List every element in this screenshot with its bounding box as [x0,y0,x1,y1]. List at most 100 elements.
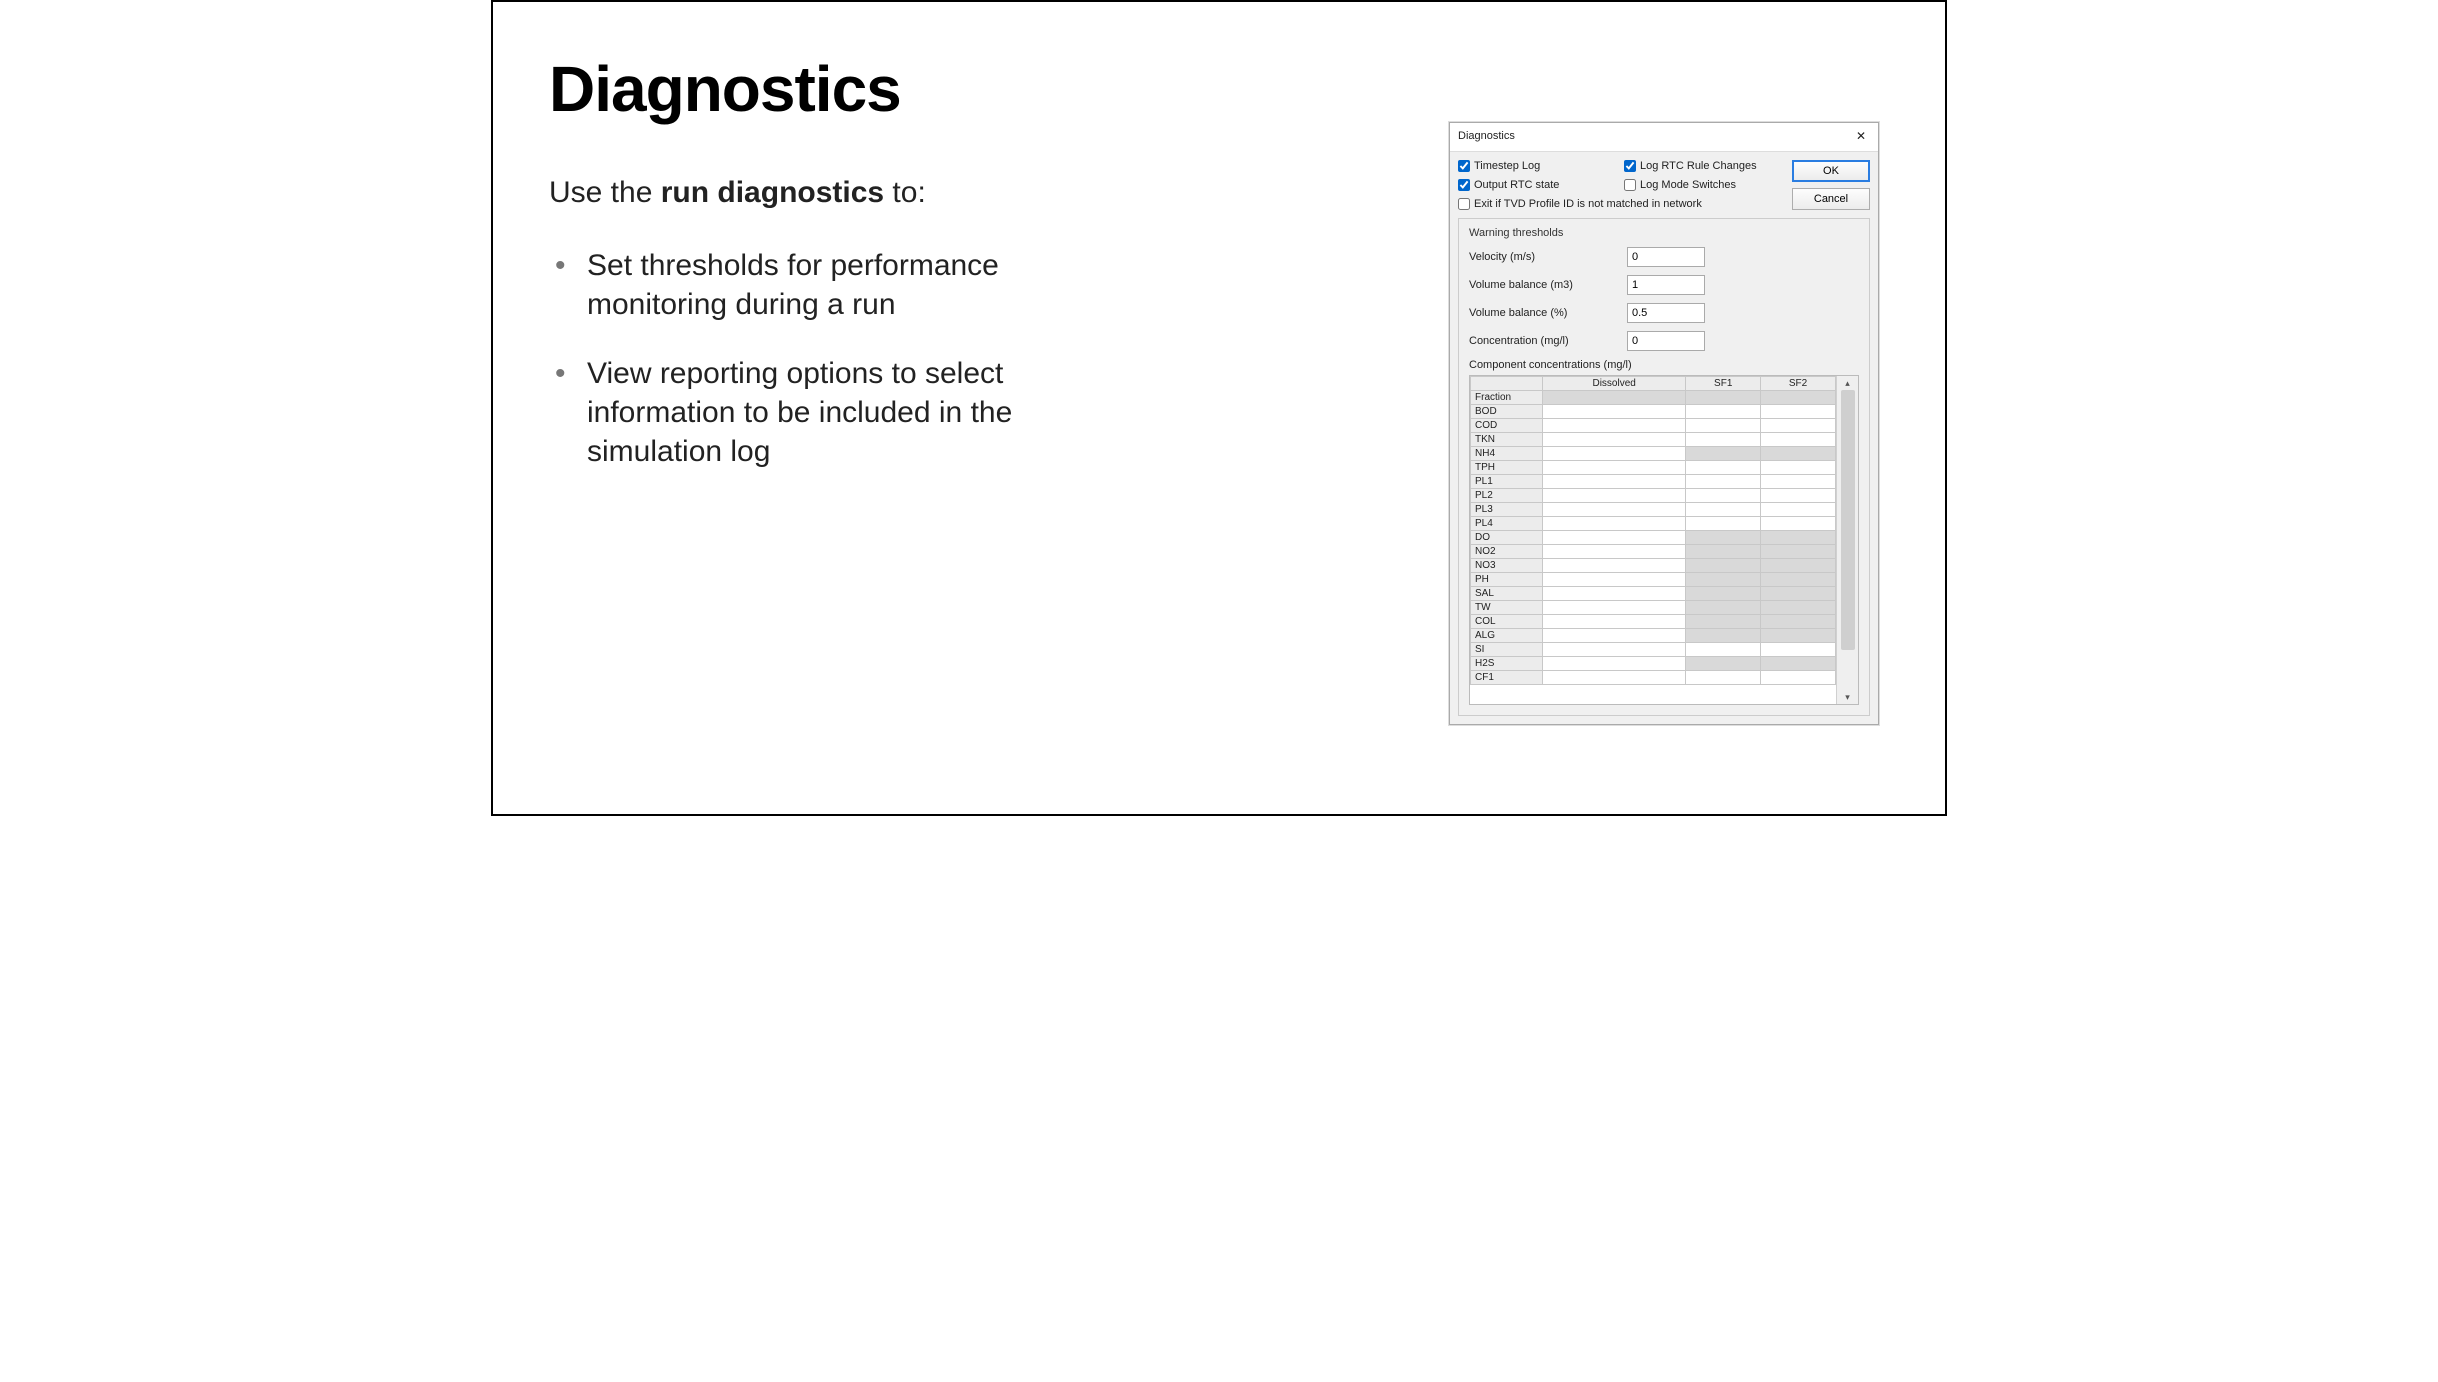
table-cell[interactable] [1761,461,1836,475]
output-rtc-state-input[interactable] [1458,179,1470,191]
exit-tvd-input[interactable] [1458,198,1470,210]
table-cell[interactable] [1761,475,1836,489]
table-row[interactable]: TPH [1471,461,1836,475]
table-cell[interactable] [1761,503,1836,517]
table-row[interactable]: PL2 [1471,489,1836,503]
table-row[interactable]: NO2 [1471,545,1836,559]
output-rtc-state-checkbox[interactable]: Output RTC state [1458,179,1620,192]
table-row[interactable]: PL4 [1471,517,1836,531]
table-cell[interactable] [1543,419,1686,433]
table-row[interactable]: BOD [1471,405,1836,419]
table-cell[interactable] [1543,391,1686,405]
table-cell[interactable] [1686,405,1761,419]
table-row[interactable]: H2S [1471,657,1836,671]
table-cell[interactable] [1543,657,1686,671]
table-row[interactable]: DO [1471,531,1836,545]
scroll-thumb[interactable] [1841,390,1855,650]
table-cell[interactable] [1686,587,1761,601]
table-cell[interactable] [1761,531,1836,545]
table-row[interactable]: PL3 [1471,503,1836,517]
table-cell[interactable] [1686,433,1761,447]
table-cell[interactable] [1543,601,1686,615]
table-cell[interactable] [1543,433,1686,447]
table-cell[interactable] [1543,475,1686,489]
table-row[interactable]: ALG [1471,629,1836,643]
table-cell[interactable] [1543,587,1686,601]
table-row[interactable]: Fraction [1471,391,1836,405]
table-cell[interactable] [1761,643,1836,657]
volume-pct-input[interactable] [1627,303,1705,323]
table-cell[interactable] [1686,461,1761,475]
table-cell[interactable] [1686,559,1761,573]
table-cell[interactable] [1686,629,1761,643]
table-row[interactable]: NO3 [1471,559,1836,573]
table-cell[interactable] [1686,489,1761,503]
table-cell[interactable] [1761,587,1836,601]
table-cell[interactable] [1686,517,1761,531]
table-cell[interactable] [1543,545,1686,559]
table-cell[interactable] [1686,545,1761,559]
table-cell[interactable] [1761,573,1836,587]
table-cell[interactable] [1761,657,1836,671]
table-cell[interactable] [1543,559,1686,573]
table-row[interactable]: SI [1471,643,1836,657]
table-cell[interactable] [1761,405,1836,419]
table-cell[interactable] [1686,531,1761,545]
table-row[interactable]: PL1 [1471,475,1836,489]
velocity-input[interactable] [1627,247,1705,267]
close-icon[interactable]: ✕ [1850,127,1872,145]
table-cell[interactable] [1686,475,1761,489]
table-cell[interactable] [1761,601,1836,615]
log-mode-switches-input[interactable] [1624,179,1636,191]
table-row[interactable]: NH4 [1471,447,1836,461]
timestep-log-input[interactable] [1458,160,1470,172]
scroll-down-icon[interactable]: ▾ [1837,690,1858,704]
table-cell[interactable] [1761,559,1836,573]
ok-button[interactable]: OK [1792,160,1870,182]
table-cell[interactable] [1686,615,1761,629]
log-rtc-rule-checkbox[interactable]: Log RTC Rule Changes [1624,160,1786,173]
table-cell[interactable] [1543,517,1686,531]
table-cell[interactable] [1761,545,1836,559]
table-cell[interactable] [1543,671,1686,685]
table-cell[interactable] [1543,643,1686,657]
table-cell[interactable] [1686,573,1761,587]
table-row[interactable]: COD [1471,419,1836,433]
log-mode-switches-checkbox[interactable]: Log Mode Switches [1624,179,1786,192]
table-row[interactable]: COL [1471,615,1836,629]
table-cell[interactable] [1686,643,1761,657]
table-cell[interactable] [1543,447,1686,461]
timestep-log-checkbox[interactable]: Timestep Log [1458,160,1620,173]
table-cell[interactable] [1686,503,1761,517]
table-cell[interactable] [1543,629,1686,643]
table-row[interactable]: CF1 [1471,671,1836,685]
table-row[interactable]: SAL [1471,587,1836,601]
log-rtc-rule-input[interactable] [1624,160,1636,172]
table-cell[interactable] [1761,489,1836,503]
table-cell[interactable] [1686,671,1761,685]
table-cell[interactable] [1761,419,1836,433]
table-cell[interactable] [1543,405,1686,419]
scroll-up-icon[interactable]: ▴ [1837,376,1858,390]
table-cell[interactable] [1761,391,1836,405]
table-cell[interactable] [1686,657,1761,671]
table-cell[interactable] [1761,671,1836,685]
table-cell[interactable] [1761,615,1836,629]
vertical-scrollbar[interactable]: ▴ ▾ [1836,376,1858,704]
cancel-button[interactable]: Cancel [1792,188,1870,210]
exit-tvd-checkbox[interactable]: Exit if TVD Profile ID is not matched in… [1458,197,1786,210]
table-cell[interactable] [1543,531,1686,545]
concentration-input[interactable] [1627,331,1705,351]
volume-m3-input[interactable] [1627,275,1705,295]
table-cell[interactable] [1686,419,1761,433]
table-cell[interactable] [1761,629,1836,643]
table-cell[interactable] [1543,615,1686,629]
table-cell[interactable] [1761,447,1836,461]
table-cell[interactable] [1543,461,1686,475]
table-row[interactable]: TKN [1471,433,1836,447]
table-cell[interactable] [1686,447,1761,461]
table-cell[interactable] [1543,573,1686,587]
table-row[interactable]: TW [1471,601,1836,615]
table-cell[interactable] [1761,517,1836,531]
table-cell[interactable] [1543,503,1686,517]
